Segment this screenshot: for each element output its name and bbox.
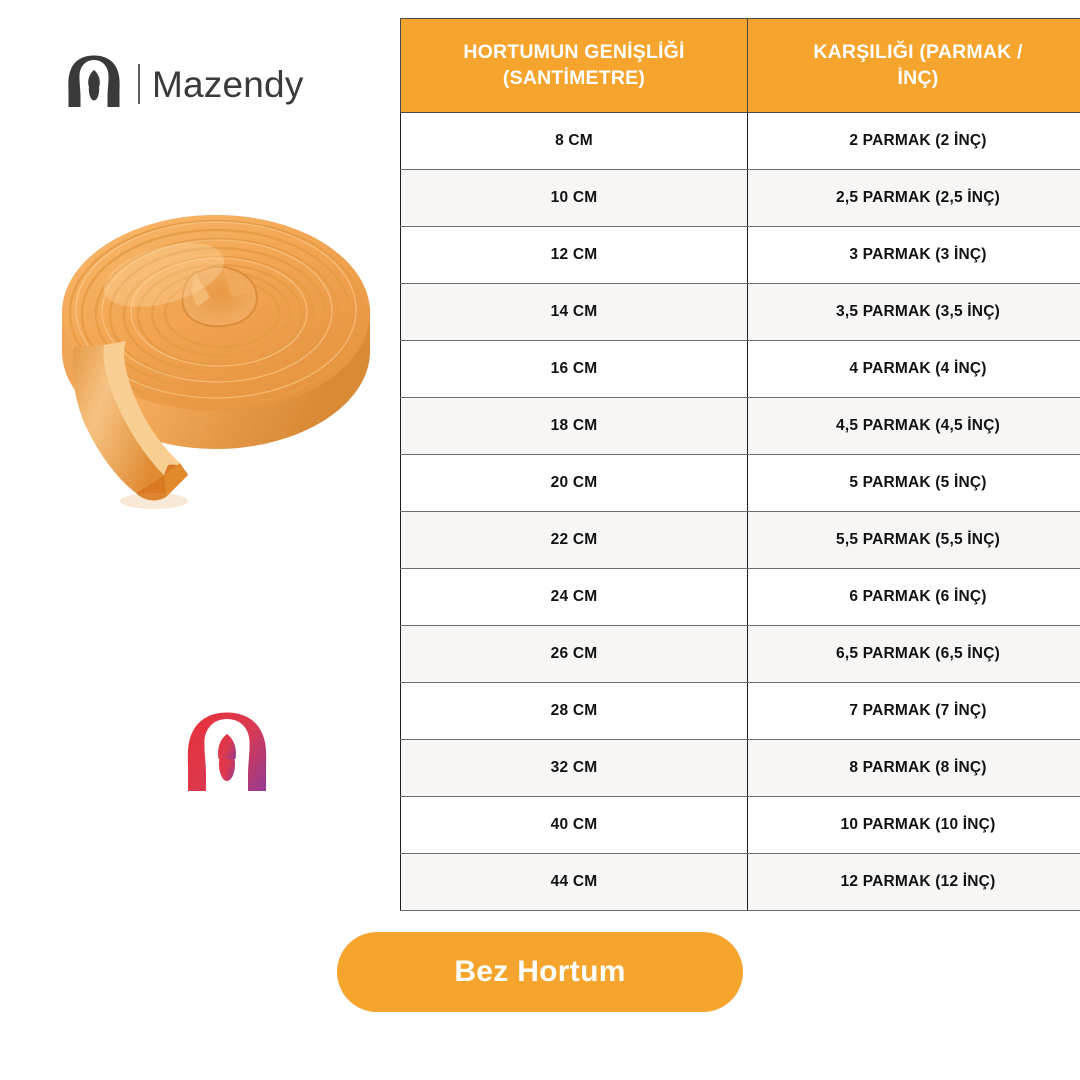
table-row: 16 CM 4 PARMAK (4 İNÇ) bbox=[400, 340, 1080, 399]
cell-width-cm: 14 CM bbox=[400, 283, 748, 342]
table-row: 44 CM 12 PARMAK (12 İNÇ) bbox=[400, 853, 1080, 912]
cell-equivalent-inch: 2,5 PARMAK (2,5 İNÇ) bbox=[747, 169, 1080, 228]
cell-width-cm: 10 CM bbox=[400, 169, 748, 228]
cell-width-cm: 8 CM bbox=[400, 112, 748, 171]
cell-equivalent-inch: 5,5 PARMAK (5,5 İNÇ) bbox=[747, 511, 1080, 570]
cell-equivalent-inch: 6,5 PARMAK (6,5 İNÇ) bbox=[747, 625, 1080, 684]
mazendy-m-monogram-icon bbox=[68, 55, 120, 107]
bez-hortum-button[interactable]: Bez Hortum bbox=[337, 932, 743, 1012]
cell-equivalent-inch: 3,5 PARMAK (3,5 İNÇ) bbox=[747, 283, 1080, 342]
table-body: 8 CM 2 PARMAK (2 İNÇ) 10 CM 2,5 PARMAK (2,5… bbox=[400, 112, 1080, 912]
cell-width-cm: 16 CM bbox=[400, 340, 748, 399]
table-row: 32 CM 8 PARMAK (8 İNÇ) bbox=[400, 739, 1080, 798]
cell-width-cm: 32 CM bbox=[400, 739, 748, 798]
cell-equivalent-inch: 8 PARMAK (8 İNÇ) bbox=[747, 739, 1080, 798]
table-row: 18 CM 4,5 PARMAK (4,5 İNÇ) bbox=[400, 397, 1080, 456]
table-header-row: HORTUMUN GENİŞLİĞİ (SANTİMETRE) KARŞILIĞ… bbox=[400, 17, 1080, 114]
table-row: 40 CM 10 PARMAK (10 İNÇ) bbox=[400, 796, 1080, 855]
cell-width-cm: 40 CM bbox=[400, 796, 748, 855]
cell-equivalent-inch: 2 PARMAK (2 İNÇ) bbox=[747, 112, 1080, 171]
cell-width-cm: 12 CM bbox=[400, 226, 748, 285]
column-header-width-cm: HORTUMUN GENİŞLİĞİ (SANTİMETRE) bbox=[400, 17, 748, 114]
table-row: 12 CM 3 PARMAK (3 İNÇ) bbox=[400, 226, 1080, 285]
column-header-width-cm-line1: HORTUMUN GENİŞLİĞİ bbox=[463, 41, 685, 63]
cell-equivalent-inch: 4,5 PARMAK (4,5 İNÇ) bbox=[747, 397, 1080, 456]
cell-equivalent-inch: 12 PARMAK (12 İNÇ) bbox=[747, 853, 1080, 912]
cell-width-cm: 28 CM bbox=[400, 682, 748, 741]
table-row: 22 CM 5,5 PARMAK (5,5 İNÇ) bbox=[400, 511, 1080, 570]
table-row: 8 CM 2 PARMAK (2 İNÇ) bbox=[400, 112, 1080, 171]
hose-size-conversion-table: HORTUMUN GENİŞLİĞİ (SANTİMETRE) KARŞILIĞ… bbox=[400, 17, 1080, 912]
column-header-equivalent-inch-line1: KARŞILIĞI (PARMAK / bbox=[813, 41, 1023, 63]
column-header-width-cm-line2: (SANTİMETRE) bbox=[502, 66, 646, 89]
cell-equivalent-inch: 3 PARMAK (3 İNÇ) bbox=[747, 226, 1080, 285]
product-image-coiled-hose bbox=[62, 215, 370, 509]
brand-divider bbox=[138, 64, 140, 104]
mazendy-m-monogram-red-icon bbox=[187, 712, 267, 791]
cell-width-cm: 44 CM bbox=[400, 853, 748, 912]
cell-width-cm: 26 CM bbox=[400, 625, 748, 684]
cell-width-cm: 24 CM bbox=[400, 568, 748, 627]
column-header-equivalent-inch: KARŞILIĞI (PARMAK / İNÇ) bbox=[747, 17, 1080, 114]
column-header-equivalent-inch-line2: İNÇ) bbox=[897, 66, 939, 89]
cell-equivalent-inch: 5 PARMAK (5 İNÇ) bbox=[747, 454, 1080, 513]
cell-equivalent-inch: 10 PARMAK (10 İNÇ) bbox=[747, 796, 1080, 855]
cell-equivalent-inch: 4 PARMAK (4 İNÇ) bbox=[747, 340, 1080, 399]
table-row: 24 CM 6 PARMAK (6 İNÇ) bbox=[400, 568, 1080, 627]
table-row: 20 CM 5 PARMAK (5 İNÇ) bbox=[400, 454, 1080, 513]
brand-lockup: Mazendy bbox=[58, 55, 304, 113]
cell-equivalent-inch: 6 PARMAK (6 İNÇ) bbox=[747, 568, 1080, 627]
table-row: 10 CM 2,5 PARMAK (2,5 İNÇ) bbox=[400, 169, 1080, 228]
table-row: 14 CM 3,5 PARMAK (3,5 İNÇ) bbox=[400, 283, 1080, 342]
cell-equivalent-inch: 7 PARMAK (7 İNÇ) bbox=[747, 682, 1080, 741]
table-row: 28 CM 7 PARMAK (7 İNÇ) bbox=[400, 682, 1080, 741]
left-panel: Mazendy bbox=[0, 0, 396, 1080]
cell-width-cm: 18 CM bbox=[400, 397, 748, 456]
cell-width-cm: 20 CM bbox=[400, 454, 748, 513]
cell-width-cm: 22 CM bbox=[400, 511, 748, 570]
table-header: HORTUMUN GENİŞLİĞİ (SANTİMETRE) KARŞILIĞ… bbox=[400, 17, 1080, 114]
table-row: 26 CM 6,5 PARMAK (6,5 İNÇ) bbox=[400, 625, 1080, 684]
brand-wordmark: Mazendy bbox=[152, 63, 304, 105]
